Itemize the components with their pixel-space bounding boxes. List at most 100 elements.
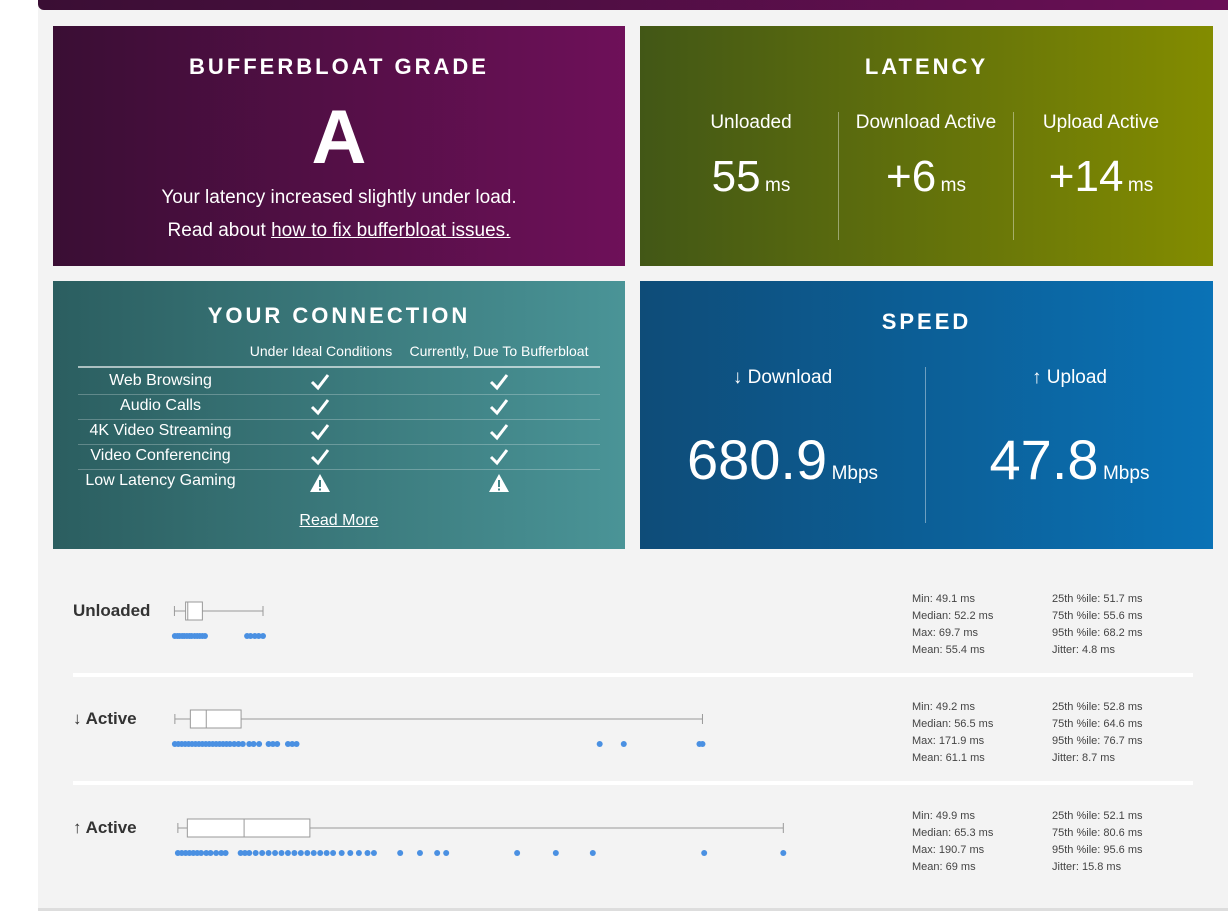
sample-dot <box>364 850 371 856</box>
connection-row: Web Browsing <box>78 369 600 395</box>
stat-text: Max: 69.7 ms <box>912 627 979 639</box>
check-icon <box>310 449 330 466</box>
sample-dot <box>256 741 263 747</box>
latency-column: Download Active +6 ms <box>839 112 1013 202</box>
check-icon <box>489 399 509 416</box>
sample-dot <box>274 741 281 747</box>
sample-dot <box>252 850 259 856</box>
sample-dot <box>235 741 242 747</box>
read-more-link[interactable]: Read More <box>299 512 379 529</box>
sample-dot <box>304 850 311 856</box>
sample-dot <box>699 741 706 747</box>
sample-dot <box>207 850 214 856</box>
latency-card: LATENCY Unloaded 55 ms Download Active +… <box>640 26 1213 266</box>
sample-dot <box>780 850 787 856</box>
warning-icon <box>489 474 509 492</box>
latency-distribution: Unloaded Min: 49.1 ms Median: 52.2 ms Max: … <box>73 593 1193 873</box>
sample-dot <box>222 850 229 856</box>
sample-dot <box>620 741 627 747</box>
header-rule <box>78 366 600 368</box>
sample-dot <box>239 741 246 747</box>
row-label: ↑ Active <box>73 818 137 837</box>
stat-text: Max: 190.7 ms <box>912 844 985 856</box>
sample-dot <box>269 741 276 747</box>
sample-dot <box>338 850 345 856</box>
sample-dot <box>226 741 233 747</box>
connection-row: Low Latency Gaming <box>78 469 600 494</box>
sample-dot <box>259 850 266 856</box>
row-separator <box>73 673 1193 677</box>
sample-dot <box>231 741 238 747</box>
fix-link[interactable]: how to fix bufferbloat issues. <box>271 220 511 241</box>
box <box>186 818 311 838</box>
speed-column: ↑ Upload 47.8 Mbps <box>926 367 1213 492</box>
sample-dot <box>272 850 279 856</box>
sample-dot <box>284 741 291 747</box>
column-label: Unloaded <box>710 112 792 133</box>
stat-text: Median: 65.3 ms <box>912 827 994 839</box>
latency-value: +6 <box>886 152 937 201</box>
warning-icon <box>310 474 330 492</box>
sample-dot <box>589 850 596 856</box>
sample-dot <box>347 850 354 856</box>
sample-dot <box>310 850 317 856</box>
sample-dot <box>397 850 404 856</box>
column-header: Currently, Due To Bufferbloat <box>409 343 589 359</box>
card-title: LATENCY <box>864 54 989 79</box>
sample-dot <box>330 850 337 856</box>
stat-text: 75th %ile: 55.6 ms <box>1052 610 1143 622</box>
sample-dot <box>596 741 603 747</box>
card-title: YOUR CONNECTION <box>207 303 471 328</box>
sample-dot <box>246 850 253 856</box>
stat-text: 95th %ile: 95.6 ms <box>1052 844 1143 856</box>
stat-text: 95th %ile: 68.2 ms <box>1052 627 1143 639</box>
stat-text: 75th %ile: 64.6 ms <box>1052 718 1143 730</box>
sample-dot <box>701 850 708 856</box>
stat-text: 25th %ile: 51.7 ms <box>1052 593 1143 605</box>
box <box>189 709 242 729</box>
column-header: Under Ideal Conditions <box>249 343 393 359</box>
sample-dot <box>370 850 377 856</box>
sample-dot <box>323 850 330 856</box>
stat-text: Min: 49.2 ms <box>912 701 975 713</box>
grade: A <box>311 95 367 180</box>
sample-dot <box>291 850 298 856</box>
sample-dot <box>355 850 362 856</box>
column-label: ↑ Upload <box>1032 367 1107 388</box>
sample-dot <box>260 633 267 639</box>
sample-dot <box>552 850 559 856</box>
latency-column: Upload Active +14 ms <box>1014 112 1188 202</box>
row-label: Web Browsing <box>109 372 212 389</box>
sample-dot <box>213 850 220 856</box>
speed-value: 680.9 <box>686 428 828 491</box>
row-label: Low Latency Gaming <box>85 472 236 489</box>
row-label: ↓ Active <box>73 709 137 728</box>
row-label: Unloaded <box>73 601 150 620</box>
speed-value: 47.8 <box>989 428 1099 491</box>
connection-row: Audio Calls <box>78 394 600 420</box>
column-label: ↓ Download <box>732 367 833 388</box>
stat-text: Max: 171.9 ms <box>912 735 985 747</box>
read-about: Read about how to fix bufferbloat issues… <box>53 220 625 242</box>
unit: ms <box>765 175 791 196</box>
check-icon <box>310 374 330 391</box>
sample-dot <box>443 850 450 856</box>
check-icon <box>489 424 509 441</box>
speed-column: ↓ Download 680.9 Mbps <box>640 367 925 492</box>
sample-dot <box>265 741 272 747</box>
stat-text: 75th %ile: 80.6 ms <box>1052 827 1143 839</box>
sample-dot <box>250 741 257 747</box>
column-label: Upload Active <box>1042 112 1160 133</box>
sample-dot <box>317 850 324 856</box>
stat-text: Min: 49.9 ms <box>912 810 975 822</box>
stat-text: Jitter: 8.7 ms <box>1052 752 1115 764</box>
stat-text: Mean: 55.4 ms <box>912 644 985 656</box>
check-icon <box>489 449 509 466</box>
row-label: Video Conferencing <box>90 447 231 464</box>
divider <box>925 367 926 523</box>
latency-value: +14 <box>1048 152 1124 201</box>
read-prefix: Read about <box>167 220 266 241</box>
speed-card: SPEED ↓ Download 680.9 Mbps ↑ Upload 47.… <box>640 281 1213 549</box>
row-label: Audio Calls <box>120 397 201 414</box>
